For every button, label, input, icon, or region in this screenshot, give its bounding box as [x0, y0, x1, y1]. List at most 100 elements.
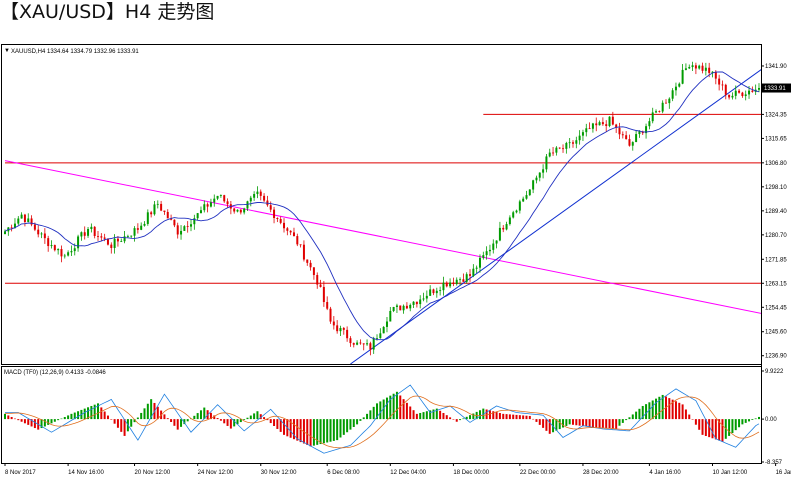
macd-histogram-bar [452, 419, 455, 420]
main-plot-frame [1, 44, 762, 365]
candle-body [588, 128, 591, 130]
x-tick-label: 6 Dec 08:00 [327, 470, 360, 476]
candle-body [595, 123, 598, 126]
candle-body [133, 228, 136, 236]
symbol-dropdown-arrow[interactable]: ▼ [4, 48, 10, 54]
macd-histogram-bar [655, 398, 658, 420]
macd-histogram-bar [588, 419, 591, 427]
macd-y-tick-label: 0.00 [765, 417, 777, 423]
macd-histogram-bar [402, 399, 405, 420]
last-price-label: 1333.91 [764, 86, 786, 92]
macd-histogram-bar [23, 419, 26, 424]
candle-body [718, 78, 721, 85]
candle-body [518, 201, 521, 211]
macd-histogram-bar [505, 414, 508, 420]
macd-histogram-bar [359, 419, 362, 421]
candle-body [648, 121, 651, 127]
candle-body [552, 152, 555, 154]
candle-body [226, 201, 229, 205]
macd-histogram-bar [568, 419, 571, 425]
macd-histogram-bar [259, 414, 262, 420]
candle-body [455, 279, 458, 285]
macd-histogram-bar [671, 399, 674, 420]
x-tick-label: 24 Nov 12:00 [198, 470, 234, 476]
candle-body [628, 139, 631, 146]
candle-body [478, 257, 481, 268]
macd-histogram-bar [488, 410, 491, 420]
macd-histogram-bar [299, 419, 302, 443]
candle-body [751, 90, 754, 92]
macd-histogram-bar [522, 415, 525, 420]
candle-body [661, 102, 664, 112]
macd-histogram-bar [498, 412, 501, 420]
candle-body [100, 236, 103, 238]
macd-histogram-bar [658, 396, 661, 420]
candle-body [180, 230, 183, 235]
candle-body [369, 343, 372, 350]
candle-body [748, 90, 751, 95]
candle-body [339, 328, 342, 332]
candle-body [199, 210, 202, 214]
candle-body [43, 233, 46, 239]
candle-body [312, 267, 315, 276]
candle-body [163, 210, 166, 212]
macd-y-tick-label: -8.357 [765, 460, 783, 466]
y-tick-label: 1263.15 [765, 281, 787, 287]
candle-body [183, 226, 186, 231]
macd-histogram-bar [203, 407, 206, 420]
candle-body [216, 195, 219, 199]
candle-body [498, 227, 501, 241]
candle-body [545, 156, 548, 170]
candle-body [349, 338, 352, 344]
macd-histogram-bar [701, 419, 704, 435]
candle-body [635, 134, 638, 143]
macd-histogram-bar [694, 419, 697, 425]
macd-histogram-bar [472, 413, 475, 420]
macd-histogram-bar [565, 419, 568, 426]
candle-body [93, 226, 96, 236]
candle-body [625, 135, 628, 140]
macd-histogram-bar [628, 417, 631, 420]
candle-body [721, 84, 724, 86]
candle-body [442, 282, 445, 291]
macd-histogram-bar [465, 416, 468, 420]
macd-histogram-bar [213, 415, 216, 420]
macd-histogram-bar [688, 414, 691, 420]
candle-body [409, 304, 412, 309]
macd-histogram-bar [422, 412, 425, 420]
candle-body [203, 204, 206, 211]
macd-histogram-bar [508, 414, 511, 420]
candle-body [27, 218, 30, 222]
macd-histogram-bar [336, 419, 339, 441]
trend-line [4, 160, 761, 314]
macd-histogram-bar [306, 419, 309, 445]
macd-histogram-bar [598, 419, 601, 428]
candle-body [658, 111, 661, 113]
candle-body [4, 231, 6, 235]
candle-body [379, 333, 382, 339]
candle-body [419, 299, 422, 305]
macd-histogram-bar [518, 415, 521, 420]
macd-histogram-bar [166, 418, 169, 420]
candle-body [239, 209, 242, 213]
x-tick-label: 8 Nov 2017 [5, 470, 36, 476]
macd-histogram-bar [17, 419, 20, 421]
y-tick-label: 1280.70 [765, 233, 787, 239]
macd-histogram-bar [170, 419, 173, 422]
last-price-box [762, 83, 791, 93]
candle-body [615, 124, 618, 128]
candle-body [233, 208, 236, 212]
macd-histogram-bar [40, 419, 43, 429]
macd-histogram-bar [618, 419, 621, 426]
macd-histogram-bar [316, 419, 319, 445]
macd-histogram-bar [638, 408, 641, 420]
y-tick-label: 1298.10 [765, 185, 787, 191]
candle-body [664, 102, 667, 104]
candle-body [342, 328, 345, 330]
candle-body [571, 142, 574, 144]
macd-histogram-bar [180, 419, 183, 427]
macd-histogram-bar [273, 419, 276, 427]
macd-histogram-bar [389, 395, 392, 420]
macd-histogram-bar [209, 412, 212, 420]
macd-histogram-bar [379, 401, 382, 420]
